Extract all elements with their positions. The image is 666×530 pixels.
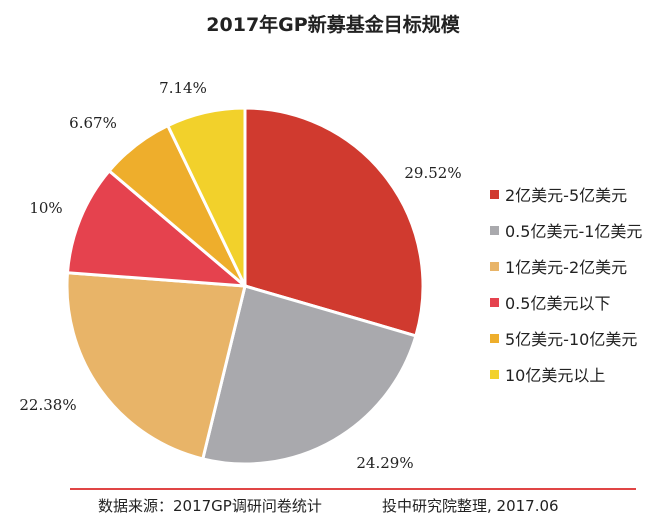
legend-item: 0.5亿美元-1亿美元 xyxy=(490,212,642,248)
legend-item: 2亿美元-5亿美元 xyxy=(490,176,642,212)
credit-note: 投中研究院整理, 2017.06 xyxy=(382,497,559,515)
legend-label: 1亿美元-2亿美元 xyxy=(505,258,628,277)
pie-slice xyxy=(165,106,247,287)
legend-swatch xyxy=(490,189,499,199)
data-label: 6.67% xyxy=(69,114,117,132)
legend-label: 5亿美元-10亿美元 xyxy=(505,330,638,349)
legend-label: 0.5亿美元-1亿美元 xyxy=(505,222,643,241)
legend-label: 2亿美元-5亿美元 xyxy=(505,186,628,205)
legend-swatch xyxy=(490,369,499,379)
pie-slice xyxy=(65,271,247,461)
legend-swatch xyxy=(490,225,499,235)
data-label: 29.52% xyxy=(404,164,461,182)
footer-divider xyxy=(70,488,636,490)
legend-label: 10亿美元以上 xyxy=(505,366,606,385)
data-label: 22.38% xyxy=(19,396,76,414)
legend-item: 0.5亿美元以下 xyxy=(490,284,642,320)
legend-item: 5亿美元-10亿美元 xyxy=(490,320,642,356)
pie-slice xyxy=(200,284,418,466)
legend-swatch xyxy=(490,333,499,343)
pie-slice xyxy=(65,168,250,288)
source-note: 数据来源：2017GP调研问卷统计 xyxy=(98,497,322,515)
legend-item: 1亿美元-2亿美元 xyxy=(490,248,642,284)
legend: 2亿美元-5亿美元 0.5亿美元-1亿美元 1亿美元-2亿美元 0.5亿美元以下… xyxy=(490,176,642,392)
pie-value-labels: 29.52% 24.29% 22.38% 10% 6.67% 7.14% xyxy=(19,79,461,472)
legend-swatch xyxy=(490,297,499,307)
data-label: 24.29% xyxy=(356,454,413,472)
data-label: 7.14% xyxy=(159,79,207,97)
chart-title: 2017年GP新募基金目标规模 xyxy=(206,14,460,36)
legend-item: 10亿美元以上 xyxy=(490,356,642,392)
pie-slice xyxy=(243,106,425,338)
legend-label: 0.5亿美元以下 xyxy=(505,294,611,313)
legend-swatch xyxy=(490,261,499,271)
data-label: 10% xyxy=(29,199,62,217)
pie-slices xyxy=(65,106,425,466)
